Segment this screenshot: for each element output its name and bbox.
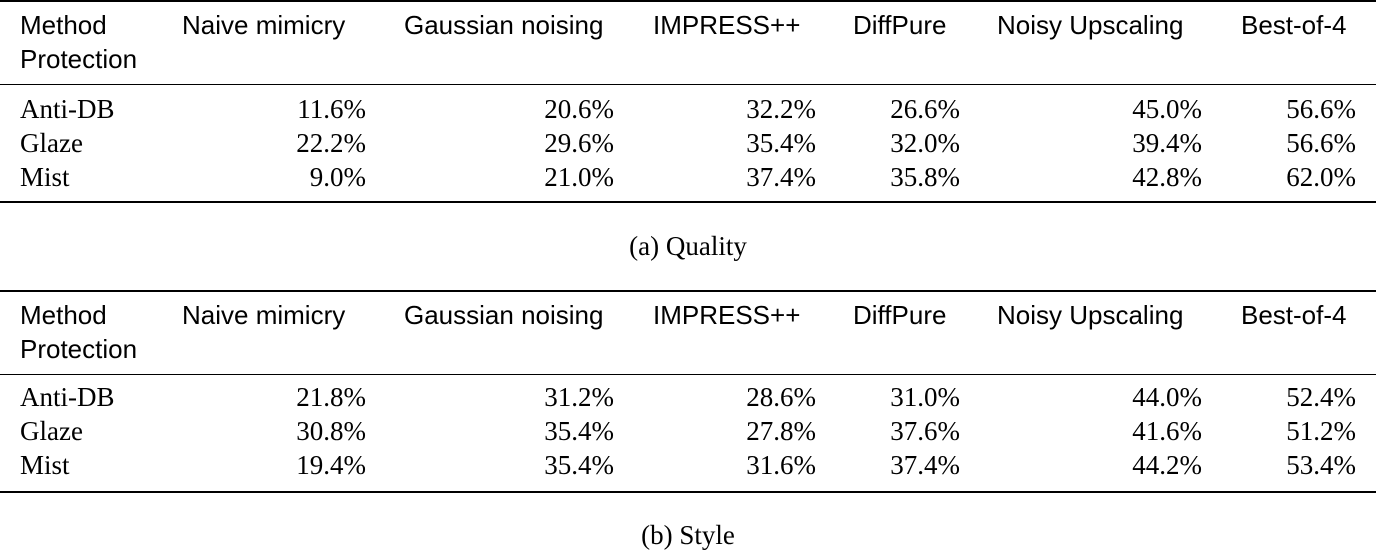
header-naive-mimicry: Naive mimicry bbox=[182, 10, 346, 40]
cell-value: 28.6% bbox=[746, 382, 816, 412]
cell-value: 32.2% bbox=[746, 94, 816, 124]
row-label: Anti-DB bbox=[20, 382, 115, 412]
mid-rule bbox=[0, 374, 1376, 375]
cell-value: 35.8% bbox=[890, 162, 960, 192]
cell-value: 27.8% bbox=[746, 416, 816, 446]
cell-value: 51.2% bbox=[1286, 416, 1356, 446]
header-noisy-upscaling: Noisy Upscaling bbox=[997, 300, 1184, 330]
cell-value: 35.4% bbox=[544, 450, 614, 480]
header-protection: Protection bbox=[20, 44, 138, 74]
cell-value: 56.6% bbox=[1286, 94, 1356, 124]
bottom-rule bbox=[0, 491, 1376, 493]
mid-rule bbox=[0, 84, 1376, 85]
header-diffpure: DiffPure bbox=[853, 10, 947, 40]
header-method: Method bbox=[20, 10, 107, 40]
header-impress: IMPRESS++ bbox=[653, 10, 801, 40]
cell-value: 35.4% bbox=[544, 416, 614, 446]
cell-value: 31.2% bbox=[544, 382, 614, 412]
cell-value: 26.6% bbox=[890, 94, 960, 124]
cell-value: 37.6% bbox=[890, 416, 960, 446]
table-quality: Method Protection Naive mimicry Gaussian… bbox=[0, 0, 1380, 270]
cell-value: 30.8% bbox=[296, 416, 366, 446]
cell-value: 21.0% bbox=[544, 162, 614, 192]
cell-value: 52.4% bbox=[1286, 382, 1356, 412]
cell-value: 35.4% bbox=[746, 128, 816, 158]
header-best-of-4: Best-of-4 bbox=[1241, 300, 1347, 330]
cell-value: 19.4% bbox=[296, 450, 366, 480]
top-rule bbox=[0, 0, 1376, 2]
header-best-of-4: Best-of-4 bbox=[1241, 10, 1347, 40]
cell-value: 22.2% bbox=[296, 128, 366, 158]
cell-value: 41.6% bbox=[1132, 416, 1202, 446]
header-protection: Protection bbox=[20, 334, 138, 364]
header-gaussian-noising: Gaussian noising bbox=[404, 10, 604, 40]
cell-value: 9.0% bbox=[309, 162, 366, 192]
row-label: Mist bbox=[20, 450, 70, 480]
cell-value: 39.4% bbox=[1132, 128, 1202, 158]
cell-value: 37.4% bbox=[746, 162, 816, 192]
cell-value: 31.6% bbox=[746, 450, 816, 480]
bottom-rule bbox=[0, 201, 1376, 203]
cell-value: 44.2% bbox=[1132, 450, 1202, 480]
cell-value: 31.0% bbox=[890, 382, 960, 412]
header-naive-mimicry: Naive mimicry bbox=[182, 300, 346, 330]
cell-value: 62.0% bbox=[1286, 162, 1356, 192]
row-label: Glaze bbox=[20, 128, 83, 158]
row-label: Mist bbox=[20, 162, 70, 192]
caption-style: (b) Style bbox=[641, 520, 735, 550]
cell-value: 45.0% bbox=[1132, 94, 1202, 124]
cell-value: 11.6% bbox=[297, 94, 366, 124]
cell-value: 56.6% bbox=[1286, 128, 1356, 158]
cell-value: 37.4% bbox=[890, 450, 960, 480]
header-diffpure: DiffPure bbox=[853, 300, 947, 330]
cell-value: 44.0% bbox=[1132, 382, 1202, 412]
cell-value: 32.0% bbox=[890, 128, 960, 158]
header-noisy-upscaling: Noisy Upscaling bbox=[997, 10, 1184, 40]
caption-quality: (a) Quality bbox=[629, 231, 747, 261]
top-rule bbox=[0, 290, 1376, 292]
cell-value: 21.8% bbox=[296, 382, 366, 412]
header-impress: IMPRESS++ bbox=[653, 300, 801, 330]
header-method: Method bbox=[20, 300, 107, 330]
row-label: Anti-DB bbox=[20, 94, 115, 124]
table-style: Method Protection Naive mimicry Gaussian… bbox=[0, 290, 1380, 552]
cell-value: 53.4% bbox=[1286, 450, 1356, 480]
row-label: Glaze bbox=[20, 416, 83, 446]
header-gaussian-noising: Gaussian noising bbox=[404, 300, 604, 330]
cell-value: 29.6% bbox=[544, 128, 614, 158]
cell-value: 20.6% bbox=[544, 94, 614, 124]
cell-value: 42.8% bbox=[1132, 162, 1202, 192]
